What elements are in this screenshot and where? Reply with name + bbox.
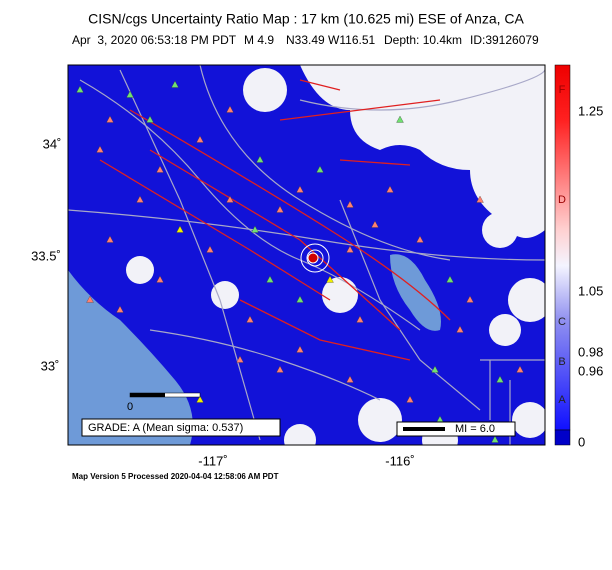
earthquake-contours [300, 243, 330, 273]
station [356, 315, 364, 323]
lat-label: 34˚ [43, 136, 62, 151]
event-id: ID:39126079 [470, 33, 539, 47]
colorbar-label: 0.96 [578, 363, 603, 378]
subtitle: Apr 3, 2020 06:53:18 PM PDT M 4.9 N33.49… [72, 33, 539, 47]
station [196, 135, 204, 143]
lon-label: -116˚ [385, 453, 414, 468]
station [456, 325, 464, 333]
station [246, 315, 254, 323]
station [496, 375, 504, 383]
mi-legend-bar [403, 427, 445, 431]
scale-bar: 0 [127, 392, 201, 413]
lon-label: -117˚ [198, 453, 227, 468]
station [431, 365, 439, 373]
colorbar: F D C B A 1.25 1.05 0.98 0.96 0 [554, 64, 603, 449]
station [491, 435, 499, 443]
footer: Map Version 5 Processed 2020-04-04 12:58… [72, 472, 279, 481]
station [371, 220, 379, 228]
faults [99, 79, 451, 361]
station [296, 295, 304, 303]
station [86, 295, 94, 303]
station [466, 295, 474, 303]
station [396, 115, 404, 123]
station [106, 115, 114, 123]
grade: GRADE: A (Mean sigma: 0.537) [88, 422, 243, 434]
date: Apr 3, 2020 06:53:18 PM PDT [72, 33, 237, 47]
station [116, 305, 124, 313]
colorbar-label: 1.05 [578, 283, 603, 298]
station [96, 145, 104, 153]
station [386, 185, 394, 193]
location: N33.49 W116.51 [286, 33, 375, 47]
station [476, 195, 484, 203]
stations [76, 80, 524, 443]
station [346, 375, 354, 383]
station [126, 90, 134, 98]
station [206, 245, 214, 253]
station [136, 195, 144, 203]
station [236, 355, 244, 363]
map-frame [67, 64, 546, 446]
station [296, 185, 304, 193]
lat-label: 33˚ [41, 358, 60, 373]
lat-label: 33.5˚ [31, 248, 61, 263]
depth: Depth: 10.4km [384, 33, 462, 47]
station [76, 85, 84, 93]
station [146, 115, 154, 123]
station [316, 165, 324, 173]
mi-legend-box [396, 421, 516, 437]
station [251, 225, 259, 233]
station [256, 155, 264, 163]
station [296, 345, 304, 353]
colorbar-letter: C [558, 316, 566, 328]
ocean [68, 270, 193, 445]
colorbar-letter: B [558, 356, 565, 368]
station [171, 80, 179, 88]
station [516, 365, 524, 373]
station [156, 275, 164, 283]
station [346, 200, 354, 208]
low-uncertainty-areas [126, 65, 545, 445]
station [406, 395, 414, 403]
station [416, 235, 424, 243]
colorbar-label: 0 [578, 434, 585, 449]
scale-label: 0 [127, 401, 133, 413]
station [226, 105, 234, 113]
colorbar-label: 0.98 [578, 344, 603, 359]
station [326, 275, 334, 283]
mi-legend: MI = 6.0 [455, 423, 495, 435]
station [176, 225, 184, 233]
station [446, 275, 454, 283]
station [226, 195, 234, 203]
station [156, 165, 164, 173]
station [266, 275, 274, 283]
map [68, 65, 545, 445]
colorbar-label: 1.25 [578, 103, 603, 118]
colorbar-letter: A [558, 394, 566, 406]
magnitude: M 4.9 [244, 33, 274, 47]
station [196, 395, 204, 403]
station [346, 245, 354, 253]
salton-sea [390, 254, 441, 331]
title: CISN/cgs Uncertainty Ratio Map : 17 km (… [88, 11, 524, 27]
station [276, 365, 284, 373]
station [106, 235, 114, 243]
colorbar-letter: D [558, 194, 566, 206]
colorbar-letter: F [559, 84, 566, 96]
station [276, 205, 284, 213]
grade-box [81, 418, 281, 437]
